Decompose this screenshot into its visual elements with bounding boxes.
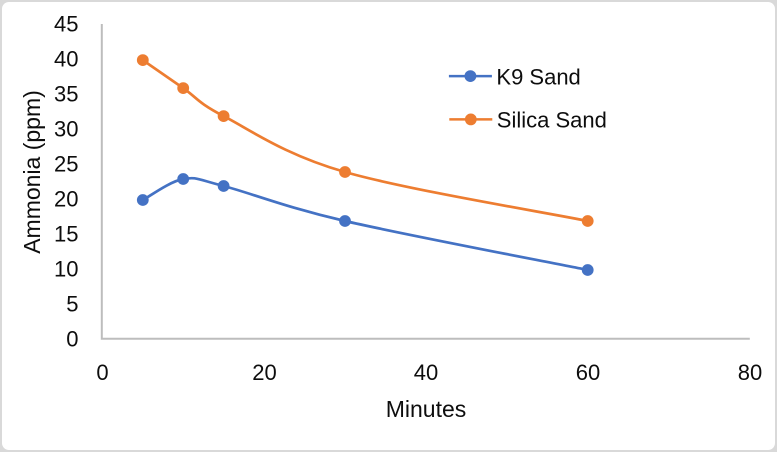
svg-text:Minutes: Minutes [386, 396, 467, 422]
svg-text:20: 20 [252, 360, 276, 385]
svg-text:60: 60 [576, 360, 600, 385]
svg-text:0: 0 [96, 360, 108, 385]
svg-text:40: 40 [414, 360, 438, 385]
svg-text:25: 25 [54, 151, 78, 176]
svg-text:40: 40 [54, 47, 78, 72]
svg-text:Silica Sand: Silica Sand [497, 108, 607, 133]
svg-text:5: 5 [66, 291, 78, 316]
svg-text:45: 45 [54, 12, 78, 37]
svg-text:Ammonia (ppm): Ammonia (ppm) [19, 90, 45, 254]
svg-text:0: 0 [66, 326, 78, 351]
svg-text:80: 80 [738, 360, 762, 385]
svg-text:35: 35 [54, 82, 78, 107]
svg-text:K9 Sand: K9 Sand [496, 65, 580, 90]
svg-text:30: 30 [54, 116, 78, 141]
svg-text:10: 10 [54, 256, 78, 281]
svg-text:15: 15 [54, 221, 78, 246]
svg-text:20: 20 [54, 186, 78, 211]
